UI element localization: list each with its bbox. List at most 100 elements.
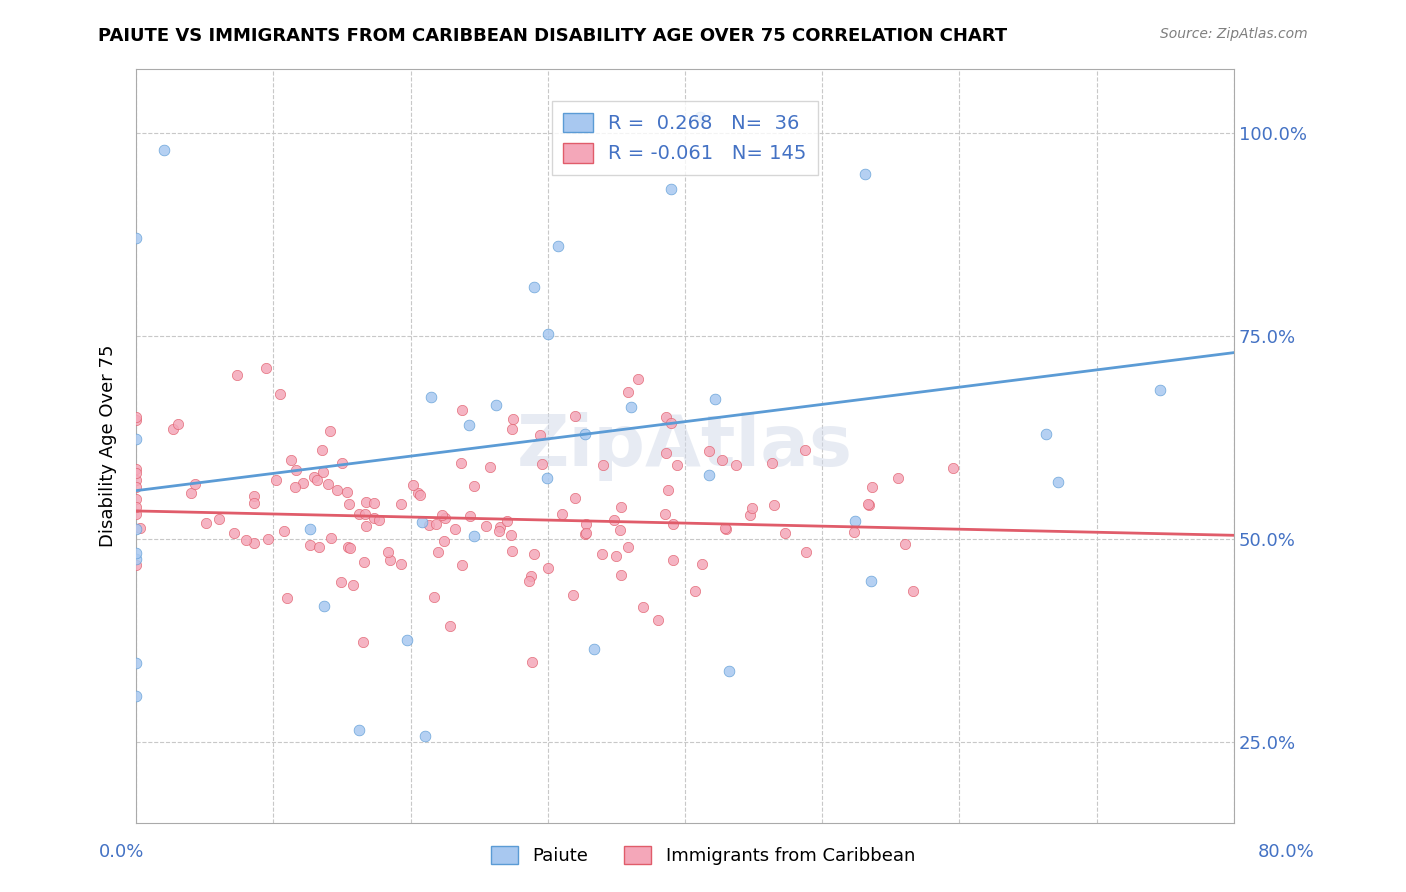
Point	[125, 552, 148, 566]
Point	[423, 590, 446, 604]
Point	[605, 549, 627, 563]
Point	[339, 541, 361, 556]
Point	[406, 485, 429, 500]
Point	[269, 387, 291, 401]
Point	[610, 568, 633, 582]
Point	[266, 473, 288, 487]
Point	[125, 690, 148, 704]
Point	[683, 583, 706, 598]
Point	[125, 413, 148, 427]
Point	[433, 534, 456, 549]
Point	[463, 478, 485, 492]
Point	[426, 545, 449, 559]
Point	[724, 458, 747, 473]
Point	[167, 417, 190, 431]
Point	[474, 519, 496, 533]
Point	[901, 583, 924, 598]
Point	[319, 425, 342, 439]
Point	[125, 522, 148, 536]
Point	[529, 428, 551, 442]
Point	[609, 523, 631, 537]
Point	[330, 456, 353, 470]
Point	[631, 600, 654, 615]
Point	[773, 525, 796, 540]
Point	[488, 524, 510, 538]
Point	[308, 540, 330, 554]
Point	[1149, 383, 1171, 397]
Point	[858, 498, 880, 512]
Point	[659, 182, 682, 196]
Point	[763, 498, 786, 512]
Point	[457, 417, 479, 432]
Point	[444, 523, 467, 537]
Point	[299, 538, 322, 552]
Point	[697, 443, 720, 458]
Point	[125, 231, 148, 245]
Point	[162, 422, 184, 436]
Point	[689, 111, 711, 125]
Point	[575, 516, 598, 531]
Point	[661, 516, 683, 531]
Point	[616, 540, 638, 554]
Point	[574, 526, 596, 541]
Point	[537, 327, 560, 342]
Point	[432, 508, 454, 522]
Point	[363, 496, 385, 510]
Point	[463, 529, 485, 543]
Point	[337, 540, 360, 554]
Point	[741, 501, 763, 516]
Point	[257, 533, 280, 547]
Point	[717, 664, 740, 678]
Point	[285, 463, 308, 477]
Point	[564, 491, 586, 506]
Point	[311, 443, 333, 458]
Point	[363, 510, 385, 524]
Point	[551, 507, 574, 521]
Point	[311, 465, 333, 479]
Point	[619, 400, 641, 414]
Point	[761, 456, 783, 470]
Text: 80.0%: 80.0%	[1258, 843, 1315, 861]
Point	[125, 480, 148, 494]
Point	[502, 412, 524, 426]
Point	[125, 462, 148, 476]
Point	[523, 547, 546, 561]
Point	[489, 520, 512, 534]
Point	[128, 521, 150, 535]
Point	[389, 557, 412, 571]
Point	[564, 409, 586, 423]
Point	[415, 730, 437, 744]
Point	[243, 490, 266, 504]
Point	[319, 531, 342, 545]
Point	[501, 543, 523, 558]
Point	[714, 521, 737, 535]
Point	[195, 516, 218, 530]
Point	[425, 517, 447, 532]
Point	[860, 480, 883, 494]
Point	[125, 558, 148, 572]
Point	[942, 461, 965, 475]
Point	[738, 508, 761, 522]
Point	[450, 456, 472, 470]
Point	[312, 599, 335, 613]
Point	[1047, 475, 1070, 490]
Point	[316, 477, 339, 491]
Point	[517, 574, 540, 588]
Legend: R =  0.268   N=  36, R = -0.061   N= 145: R = 0.268 N= 36, R = -0.061 N= 145	[551, 101, 818, 175]
Point	[125, 546, 148, 560]
Point	[479, 460, 502, 475]
Text: 0.0%: 0.0%	[98, 843, 143, 861]
Text: Source: ZipAtlas.com: Source: ZipAtlas.com	[1160, 27, 1308, 41]
Point	[273, 524, 295, 538]
Point	[844, 525, 866, 540]
Point	[280, 453, 302, 467]
Point	[574, 426, 596, 441]
Point	[152, 143, 174, 157]
Point	[592, 458, 614, 472]
Point	[647, 613, 669, 627]
Point	[583, 642, 606, 657]
Point	[844, 514, 866, 528]
Point	[485, 398, 508, 412]
Point	[655, 410, 678, 425]
Point	[380, 553, 402, 567]
